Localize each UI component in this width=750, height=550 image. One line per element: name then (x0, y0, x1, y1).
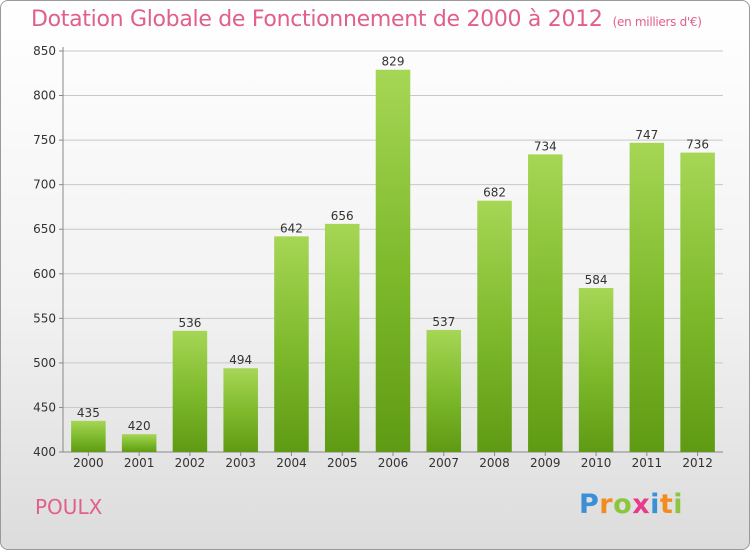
x-tick-label: 2007 (428, 456, 459, 470)
logo-letter: x (632, 489, 651, 520)
x-tick-label: 2011 (632, 456, 663, 470)
y-tick-label: 650 (33, 222, 56, 236)
data-label-2002: 536 (178, 316, 201, 330)
bar-2001[interactable] (121, 434, 157, 452)
y-tick-label: 850 (33, 44, 56, 58)
chart-title: Dotation Globale de Fonctionnement de 20… (31, 7, 702, 32)
logo-letter: i (673, 489, 684, 520)
y-tick-label: 700 (33, 178, 56, 192)
bar-2004[interactable] (274, 236, 309, 452)
x-tick-label: 2012 (682, 456, 713, 470)
unit-text: (en milliers d'€) (612, 15, 702, 29)
x-tick-label: 2010 (581, 456, 612, 470)
commune-name: POULX (35, 495, 103, 519)
bar-2003[interactable] (223, 368, 258, 452)
bar-2012[interactable] (680, 152, 715, 452)
data-label-2001: 420 (128, 419, 151, 433)
data-label-2007: 537 (432, 315, 455, 329)
data-label-2005: 656 (331, 209, 354, 223)
data-label-2000: 435 (77, 406, 100, 420)
y-tick-label: 800 (33, 89, 56, 103)
y-tick-label: 450 (33, 400, 56, 414)
title-text: Dotation Globale de Fonctionnement de 20… (31, 7, 603, 32)
y-tick-label: 400 (33, 445, 56, 459)
logo-letter: t (659, 489, 674, 520)
bar-2006[interactable] (375, 69, 411, 453)
bar-2002[interactable] (172, 330, 208, 452)
x-tick-label: 2001 (124, 456, 155, 470)
bar-2010[interactable] (578, 288, 614, 452)
x-tick-label: 2005 (327, 456, 358, 470)
data-label-2011: 747 (635, 128, 658, 142)
logo-letter: o (613, 489, 633, 520)
x-tick-label: 2003 (225, 456, 256, 470)
bar-2000[interactable] (71, 420, 106, 452)
logo-letter: i (650, 489, 660, 520)
y-tick-label: 600 (33, 267, 56, 281)
x-tick-label: 2009 (530, 456, 561, 470)
x-tick-label: 2002 (175, 456, 206, 470)
logo-letter: r (599, 489, 614, 520)
x-tick-label: 2000 (73, 456, 104, 470)
logo-letter: P (579, 489, 600, 520)
y-tick-label: 550 (33, 311, 56, 325)
bar-2005[interactable] (324, 223, 360, 452)
data-label-2008: 682 (483, 186, 506, 200)
x-tick-label: 2004 (276, 456, 307, 470)
data-label-2004: 642 (280, 221, 303, 235)
data-label-2006: 829 (382, 55, 405, 69)
bar-2007[interactable] (426, 329, 462, 452)
x-tick-label: 2006 (378, 456, 409, 470)
bar-2011[interactable] (629, 142, 665, 453)
data-label-2010: 584 (585, 273, 608, 287)
x-tick-label: 2008 (479, 456, 510, 470)
y-tick-label: 500 (33, 356, 56, 370)
y-tick-label: 750 (33, 133, 56, 147)
data-label-2003: 494 (229, 353, 252, 367)
data-label-2012: 736 (686, 138, 709, 152)
bar-2008[interactable] (477, 200, 512, 452)
data-label-2009: 734 (534, 139, 557, 153)
proxiti-logo[interactable]: Proxiti (579, 489, 683, 520)
bar-2009[interactable] (528, 154, 563, 452)
